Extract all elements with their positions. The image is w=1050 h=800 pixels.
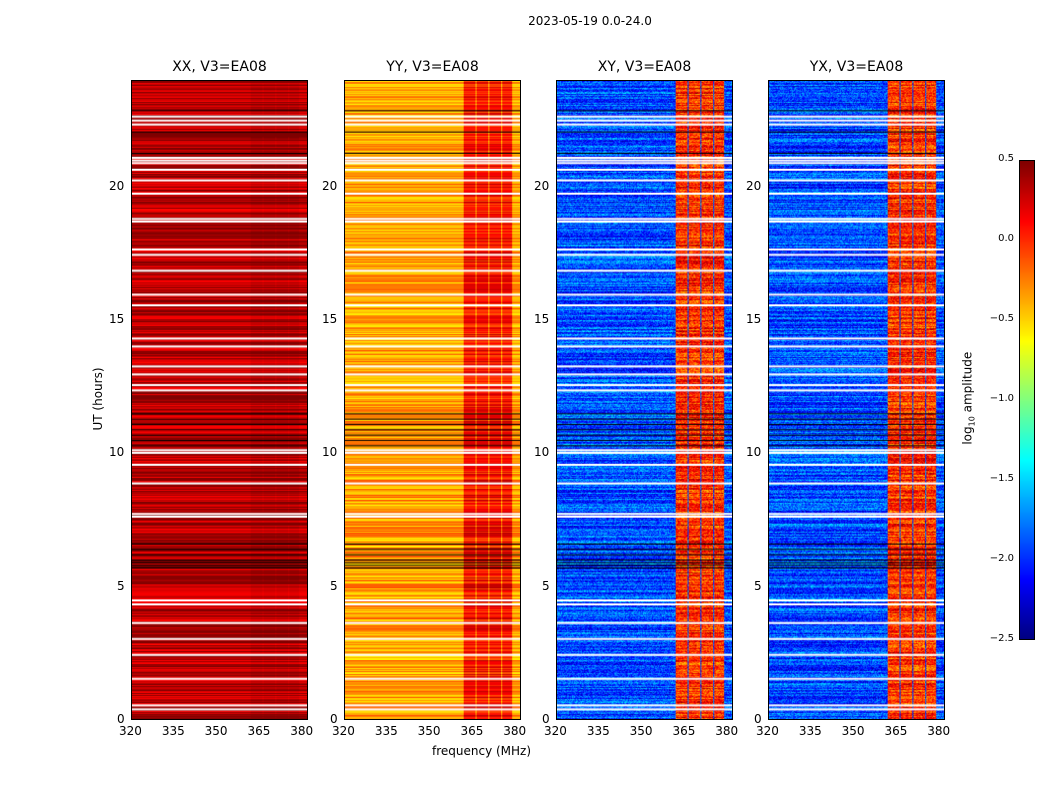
x-tick-label: 335 (374, 724, 398, 738)
x-tick-label: 350 (629, 724, 653, 738)
y-tick-label: 20 (746, 178, 762, 193)
colorbar-tick-label: −1.5 (989, 473, 1014, 484)
y-tick-label: 0 (117, 712, 125, 726)
y-tick-label: 20 (109, 178, 125, 193)
x-tick-label: 380 (927, 724, 951, 738)
y-tick-label: 5 (754, 578, 762, 593)
colorbar-label: log10 amplitude (960, 351, 977, 445)
y-tick-label: 5 (542, 578, 550, 593)
y-tick-label: 20 (322, 178, 338, 193)
y-tick-label: 20 (534, 178, 550, 193)
x-tick-label: 380 (290, 724, 314, 738)
heatmap-panel (131, 80, 308, 720)
x-tick-label: 335 (161, 724, 185, 738)
x-tick-label: 320 (332, 724, 355, 738)
x-tick-label: 335 (586, 724, 610, 738)
x-tick-label: 365 (672, 724, 696, 738)
heatmap-panel (768, 80, 945, 720)
panel-title: XY, V3=EA08 (597, 59, 692, 75)
chart-title: 2023-05-19 0.0-24.0 (528, 14, 652, 28)
heatmap-image (132, 81, 307, 719)
colorbar-tick-label: −1.0 (989, 393, 1014, 404)
y-tick-label: 0 (330, 712, 338, 726)
x-axis-label: frequency (MHz) (432, 744, 532, 758)
x-tick-label: 320 (544, 724, 567, 738)
y-tick-label: 10 (322, 445, 338, 460)
y-tick-label: 10 (746, 445, 762, 460)
x-tick-label: 365 (247, 724, 271, 738)
x-tick-label: 380 (715, 724, 739, 738)
heatmap-image (557, 81, 732, 719)
colorbar-tick-label: −0.5 (989, 313, 1014, 324)
panel-title: YX, V3=EA08 (809, 59, 904, 75)
x-tick-label: 365 (460, 724, 484, 738)
x-tick-label: 350 (204, 724, 228, 738)
heatmap-panel (556, 80, 733, 720)
heatmap-panel (344, 80, 521, 720)
x-tick-label: 350 (417, 724, 441, 738)
x-tick-label: 380 (503, 724, 527, 738)
y-tick-label: 0 (754, 712, 762, 726)
panel-title: YY, V3=EA08 (386, 59, 479, 75)
x-tick-label: 365 (884, 724, 908, 738)
y-axis-label: UT (hours) (91, 367, 105, 431)
x-tick-label: 350 (841, 724, 865, 738)
y-tick-label: 10 (109, 445, 125, 460)
y-tick-label: 10 (534, 445, 550, 460)
colorbar-tick-label: 0.5 (998, 153, 1014, 164)
y-tick-label: 15 (534, 312, 550, 326)
panel-title: XX, V3=EA08 (172, 59, 267, 75)
colorbar (1019, 160, 1035, 640)
y-tick-label: 15 (322, 312, 338, 326)
y-tick-label: 15 (746, 312, 762, 326)
colorbar-tick-label: −2.0 (989, 553, 1014, 564)
colorbar-tick-label: 0.0 (998, 233, 1014, 244)
x-tick-label: 320 (756, 724, 779, 738)
heatmap-image (769, 81, 944, 719)
y-tick-label: 5 (117, 578, 125, 593)
heatmap-image (345, 81, 520, 719)
x-tick-label: 335 (798, 724, 822, 738)
x-tick-label: 320 (119, 724, 142, 738)
colorbar-tick-label: −2.5 (989, 633, 1014, 644)
colorbar-gradient (1020, 161, 1034, 639)
y-tick-label: 15 (109, 312, 125, 326)
y-tick-label: 5 (330, 578, 338, 593)
y-tick-label: 0 (542, 712, 550, 726)
